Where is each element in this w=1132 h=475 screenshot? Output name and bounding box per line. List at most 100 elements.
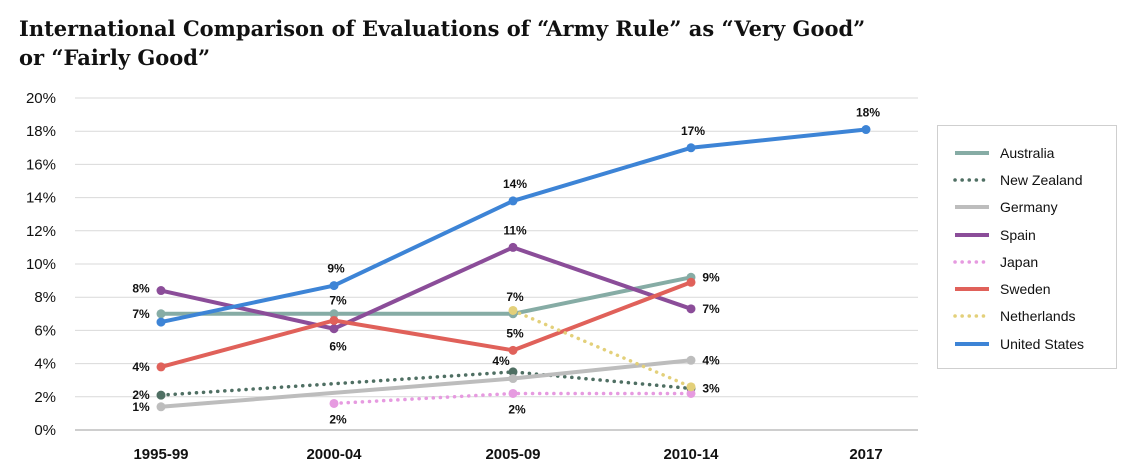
legend-label: United States (1000, 335, 1085, 352)
legend-item: Japan (938, 248, 1116, 275)
series-sweden (156, 277, 696, 372)
data-point (508, 305, 518, 315)
data-label: 7% (329, 293, 347, 307)
legend-item: Spain (938, 221, 1116, 248)
y-tick-label: 0% (34, 422, 56, 439)
data-point (156, 309, 166, 319)
x-tick-label: 2000-04 (306, 446, 362, 463)
data-label: 11% (503, 223, 527, 237)
series-line (161, 275, 692, 316)
data-point (686, 143, 696, 153)
data-point (156, 402, 166, 412)
data-point (156, 317, 166, 327)
y-tick-label: 18% (26, 123, 56, 140)
data-label: 1% (132, 400, 150, 414)
legend-label: Spain (1000, 226, 1036, 243)
legend-swatch (952, 339, 992, 349)
legend-label: Germany (1000, 199, 1058, 216)
series-australia (156, 272, 696, 319)
data-point (686, 355, 696, 365)
legend-item: Sweden (938, 275, 1116, 302)
series-group (156, 125, 871, 412)
data-point (686, 388, 696, 398)
data-label: 14% (503, 177, 527, 191)
data-point (508, 367, 518, 377)
y-tick-label: 2% (34, 389, 56, 406)
y-tick-label: 8% (34, 289, 56, 306)
data-point (156, 390, 166, 400)
legend: Australia New Zealand Germany Spain Japan Swe… (937, 125, 1117, 369)
data-label: 9% (327, 262, 345, 276)
data-point (508, 196, 518, 206)
data-labels: 7% 7% 9% 2% 4% 3% 1% 4% 8% 6% 11% 7% 2% 2% 4% 7% 5% 9% 14%… (132, 106, 880, 427)
legend-swatch (952, 175, 992, 185)
data-label: 4% (492, 354, 510, 368)
x-axis: 1995-99 2000-04 2005-09 2010-14 2017 (133, 446, 882, 463)
data-point (329, 309, 339, 319)
data-point (508, 242, 518, 252)
data-point (329, 324, 339, 334)
data-label: 6% (329, 340, 347, 354)
data-label: 7% (132, 307, 150, 321)
y-tick-label: 16% (26, 156, 56, 173)
legend-item: Germany (938, 194, 1116, 221)
data-label: 2% (508, 402, 526, 416)
legend-swatch (952, 230, 992, 240)
legend-item: United States (938, 330, 1116, 357)
data-label: 2% (329, 412, 347, 426)
data-point (508, 374, 518, 384)
data-point (329, 315, 339, 325)
x-tick-label: 1995-99 (133, 446, 188, 463)
data-label: 18% (856, 106, 880, 120)
y-axis: 0% 2% 4% 6% 8% 10% 12% 14% 16% 18% 20% (26, 90, 56, 439)
data-label: 9% (702, 270, 720, 284)
data-label: 4% (132, 360, 150, 374)
data-label: 4% (702, 353, 720, 367)
legend-swatch (952, 311, 992, 321)
data-point (156, 362, 166, 372)
y-tick-label: 12% (26, 223, 56, 240)
legend-label: Netherlands (1000, 308, 1076, 325)
legend-label: Australia (1000, 144, 1055, 161)
y-tick-label: 20% (26, 90, 56, 107)
series-united-states (156, 125, 871, 327)
data-point (686, 304, 696, 314)
series-line (160, 245, 692, 331)
legend-item: New Zealand (938, 166, 1116, 193)
data-point (329, 398, 339, 408)
data-label: 3% (702, 382, 720, 396)
x-tick-label: 2017 (849, 446, 882, 463)
legend-swatch (952, 202, 992, 212)
y-tick-label: 10% (26, 256, 56, 273)
legend-swatch (952, 284, 992, 294)
series-spain (156, 242, 696, 334)
data-point (686, 277, 696, 287)
data-point (329, 281, 339, 291)
series-line (160, 280, 692, 369)
series-netherlands (508, 305, 696, 392)
data-point (508, 388, 518, 398)
data-label: 5% (506, 326, 524, 340)
grid-lines (75, 97, 918, 431)
y-tick-label: 14% (26, 190, 56, 207)
data-point (508, 345, 518, 355)
legend-label: New Zealand (1000, 171, 1083, 188)
legend-swatch (952, 148, 992, 158)
data-point (861, 125, 871, 135)
legend-item: Australia (938, 139, 1116, 166)
series-japan (329, 388, 696, 408)
data-label: 2% (132, 388, 150, 402)
data-point (156, 286, 166, 296)
legend-item: Netherlands (938, 303, 1116, 330)
data-label: 8% (132, 282, 150, 296)
data-label: 7% (506, 290, 524, 304)
chart-title: International Comparison of Evaluations … (19, 16, 866, 70)
x-tick-label: 2005-09 (485, 446, 540, 463)
data-label: 7% (702, 302, 720, 316)
legend-label: Sweden (1000, 281, 1051, 298)
y-tick-label: 4% (34, 356, 56, 373)
legend-swatch (952, 257, 992, 267)
legend-label: Japan (1000, 253, 1039, 270)
series-germany (156, 355, 696, 412)
